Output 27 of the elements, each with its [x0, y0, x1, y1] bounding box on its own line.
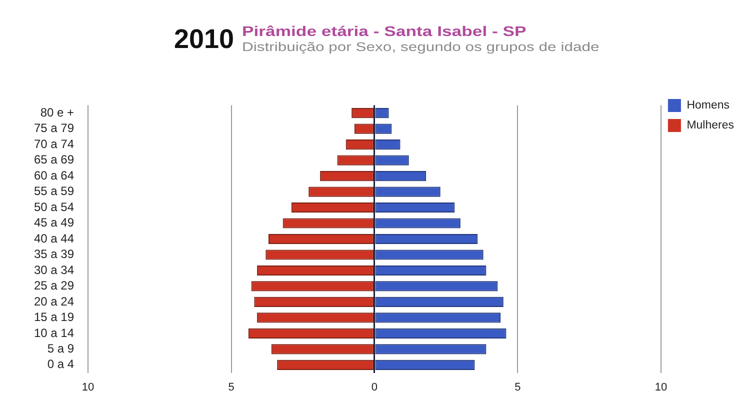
x-tick-label: 5: [514, 381, 521, 394]
y-tick-label: 5 a 9: [47, 342, 74, 356]
y-tick-label: 75 a 79: [34, 121, 74, 136]
y-tick-label: 10 a 14: [34, 326, 74, 340]
legend-label: Homens: [686, 100, 730, 112]
y-tick-label: 55 a 59: [34, 184, 74, 198]
y-tick-label: 20 a 24: [34, 294, 74, 308]
y-tick-label: 25 a 29: [34, 278, 74, 293]
x-tick-label: 5: [228, 381, 234, 394]
x-tick-label: 10: [654, 381, 668, 394]
y-tick-label: 35 a 39: [34, 247, 74, 262]
y-tick-label: 45 a 49: [34, 216, 74, 230]
y-tick-label: 15 a 19: [34, 310, 74, 324]
chart-subtitle: Distribuição por Sexo, segundo os grupos de idade: [242, 39, 600, 55]
y-tick-label: 40 a 44: [34, 231, 74, 246]
x-tick-label: 0: [371, 381, 378, 394]
y-tick-label: 70 a 74: [34, 136, 74, 151]
y-tick-label: 50 a 54: [34, 200, 74, 214]
y-tick-label: 0 a 4: [47, 357, 74, 372]
y-tick-label: 80 e +: [40, 105, 74, 120]
legend-label: Mulheres: [686, 120, 734, 132]
y-tick-label: 60 a 64: [34, 168, 74, 182]
y-tick-label: 65 a 69: [34, 152, 74, 167]
chart-title: Pirâmide etária - Santa Isabel - SP: [242, 23, 528, 39]
text: 2010: [174, 24, 234, 54]
x-tick-label: 10: [82, 381, 94, 394]
y-tick-label: 30 a 34: [34, 262, 74, 277]
